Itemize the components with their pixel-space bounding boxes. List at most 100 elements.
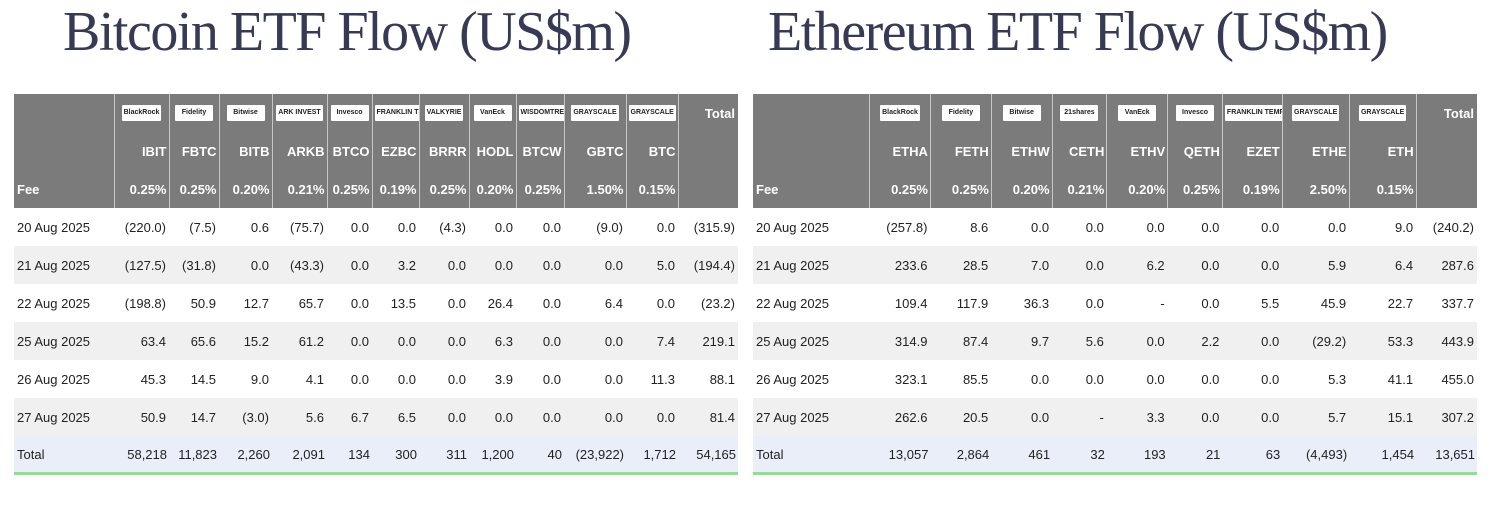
total-cell: 1,454 bbox=[1349, 436, 1417, 472]
flow-cell: 287.6 bbox=[1416, 246, 1477, 284]
issuer-logo-cell: VanEck bbox=[1106, 94, 1169, 132]
header-blank-cell bbox=[753, 132, 871, 170]
flow-cell: 0.0 bbox=[656, 295, 675, 311]
fee-cell: 0.15% bbox=[1349, 170, 1417, 208]
ethereum-etf-title: Ethereum ETF Flow (US$m) bbox=[768, 1, 1388, 63]
flow-cell: 22.7 bbox=[1387, 295, 1414, 311]
total-label: Total bbox=[14, 436, 114, 472]
flow-cell: (4.3) bbox=[439, 219, 466, 235]
flow-cell: 0.0 bbox=[1085, 219, 1104, 235]
total-cell: 13,057 bbox=[869, 436, 931, 472]
flow-cell: 0.0 bbox=[219, 246, 272, 284]
total-cell: 134 bbox=[327, 436, 372, 472]
flow-cell: (198.8) bbox=[124, 295, 166, 311]
ticker-cell: IBIT bbox=[114, 132, 170, 170]
flow-cell: (220.0) bbox=[124, 219, 166, 235]
fee-cell: 0.21% bbox=[1052, 170, 1108, 208]
flow-cell: 3.3 bbox=[1106, 398, 1168, 436]
issuer-logo: Invesco bbox=[1176, 105, 1215, 122]
issuer-logo-cell: Invesco bbox=[327, 94, 373, 132]
fee-label: Fee bbox=[14, 170, 115, 208]
flow-cell: 0.0 bbox=[1106, 322, 1168, 360]
flow-cell: 20.5 bbox=[930, 398, 992, 436]
flow-cell: 0.0 bbox=[564, 322, 626, 360]
fee-cell: 0.19% bbox=[1222, 170, 1283, 208]
flow-cell: 0.0 bbox=[419, 322, 469, 360]
header-logo-row: BlackRock Fidelity Bitwise ARK INVEST Invesc… bbox=[14, 94, 738, 132]
flow-cell: 0.0 bbox=[542, 295, 561, 311]
flow-cell: 0.0 bbox=[447, 295, 466, 311]
flow-cell: 0.0 bbox=[1031, 219, 1050, 235]
date-cell: 21 Aug 2025 bbox=[753, 246, 870, 284]
flow-cell: 0.0 bbox=[350, 295, 369, 311]
fee-cell: 0.25% bbox=[114, 170, 170, 208]
issuer-logo-cell: Bitwise bbox=[219, 94, 273, 132]
ticker-cell: ETH bbox=[1349, 132, 1417, 170]
ticker-cell: FBTC bbox=[169, 132, 220, 170]
issuer-logo: VanEck bbox=[1118, 105, 1157, 122]
flow-cell: 6.5 bbox=[372, 398, 419, 436]
header-blank-cell bbox=[1416, 170, 1477, 208]
table-row: 22 Aug 2025 109.4 117.9 36.3 0.0 - 0.0 5.5 45.9 2… bbox=[753, 284, 1477, 322]
flow-cell: 5.7 bbox=[1282, 398, 1350, 436]
flow-cell: 0.0 bbox=[372, 322, 419, 360]
ticker-cell: ETHE bbox=[1282, 132, 1350, 170]
flow-cell: 455.0 bbox=[1441, 371, 1474, 387]
flow-cell: (43.3) bbox=[272, 246, 327, 284]
flow-cell: 65.7 bbox=[298, 295, 324, 311]
table-row: 27 Aug 2025 262.6 20.5 0.0-3.3 0.0 0.0 5.7 15.1… bbox=[753, 398, 1477, 436]
table-row: 22 Aug 2025 (198.8) 50.9 12.7 65.7 0.0 13.5 0.0… bbox=[14, 284, 738, 322]
issuer-logo: GRAYSCALE bbox=[571, 105, 619, 122]
flow-cell: 262.6 bbox=[869, 398, 931, 436]
issuer-logo-cell: GRAYSCALE bbox=[1349, 94, 1417, 132]
date-cell: 26 Aug 2025 bbox=[17, 371, 91, 387]
flow-cell: 14.5 bbox=[190, 371, 216, 387]
flow-cell: (127.5) bbox=[114, 246, 169, 284]
ethereum-etf-table-container: BlackRock Fidelity Bitwise 21shares VanEck In… bbox=[753, 94, 1477, 475]
flow-cell: 26.4 bbox=[487, 295, 513, 311]
flow-cell: 0.0 bbox=[1328, 219, 1347, 235]
ticker-cell: ETHV bbox=[1106, 132, 1169, 170]
issuer-logo: FRANKLIN TEMPLETON bbox=[374, 105, 418, 122]
bitcoin-etf-table-container: BlackRock Fidelity Bitwise ARK INVEST Invesc… bbox=[14, 94, 738, 475]
issuer-logo: Invesco bbox=[330, 105, 369, 122]
flow-cell: 9.7 bbox=[991, 322, 1053, 360]
flow-cell: 14.7 bbox=[169, 398, 219, 436]
ticker-cell: BTC bbox=[626, 132, 679, 170]
flow-cell: 219.1 bbox=[678, 322, 738, 360]
flow-cell: 0.0 bbox=[516, 246, 564, 284]
total-row: Total 58,218 11,823 2,260 2,091 134 300 311 1,20… bbox=[14, 436, 738, 472]
flow-cell: (3.0) bbox=[219, 398, 272, 436]
issuer-logo: Fidelity bbox=[941, 105, 980, 122]
flow-cell: 314.9 bbox=[869, 322, 931, 360]
table-row: 20 Aug 2025 (220.0) (7.5) 0.6 (75.7) 0.0 0.0 (4… bbox=[14, 208, 738, 246]
issuer-logo: GRAYSCALE bbox=[1358, 105, 1407, 122]
header-blank-cell bbox=[14, 94, 115, 132]
flow-cell: 87.4 bbox=[930, 322, 992, 360]
flow-cell: 307.2 bbox=[1416, 398, 1477, 436]
total-cell: 193 bbox=[1106, 436, 1168, 472]
ticker-cell: FETH bbox=[930, 132, 992, 170]
flow-cell: 81.4 bbox=[678, 398, 738, 436]
flow-cell: 61.2 bbox=[272, 322, 327, 360]
issuer-logo-cell: Bitwise bbox=[991, 94, 1053, 132]
flow-cell: - bbox=[1052, 398, 1107, 436]
flow-cell: 0.0 bbox=[564, 246, 626, 284]
fee-cell: 0.25% bbox=[1167, 170, 1223, 208]
table-row: 21 Aug 2025 233.6 28.5 7.0 0.0 6.2 0.0 0.0 5.9 6.… bbox=[753, 246, 1477, 284]
flow-cell: 0.0 bbox=[469, 246, 516, 284]
flow-cell: 7.0 bbox=[991, 246, 1053, 284]
flow-cell: 0.0 bbox=[542, 371, 561, 387]
flow-cell: 63.4 bbox=[114, 322, 169, 360]
ticker-cell: ARKB bbox=[272, 132, 328, 170]
flow-cell: 6.3 bbox=[469, 322, 516, 360]
flow-cell: 9.0 bbox=[1395, 219, 1414, 235]
flow-cell: 65.6 bbox=[169, 322, 219, 360]
table-row: 27 Aug 2025 50.9 14.7 (3.0) 5.6 6.7 6.5 0.0 0.0 0… bbox=[14, 398, 738, 436]
flow-cell: 443.9 bbox=[1416, 322, 1477, 360]
fee-cell: 0.20% bbox=[219, 170, 273, 208]
issuer-logo-cell: GRAYSCALE bbox=[564, 94, 627, 132]
fee-cell: 0.20% bbox=[469, 170, 517, 208]
total-cell: (23,922) bbox=[564, 436, 626, 472]
date-cell: 27 Aug 2025 bbox=[14, 398, 114, 436]
